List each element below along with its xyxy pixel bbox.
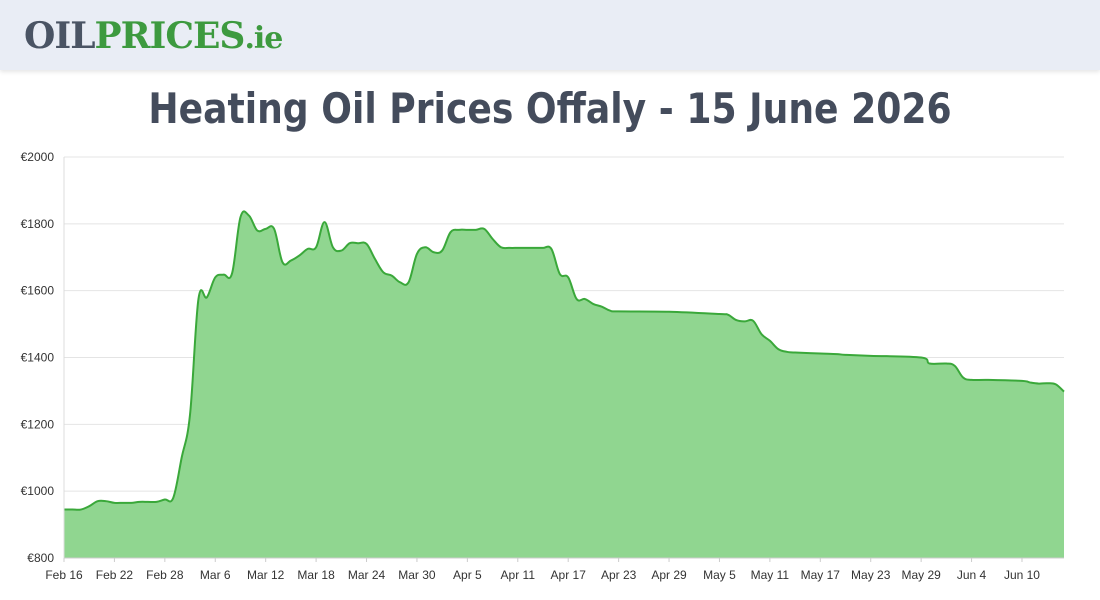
x-tick-label: Apr 17 [551,568,587,582]
x-tick-label: Mar 6 [200,568,231,582]
y-tick-label: €800 [27,551,54,565]
price-area-fill [64,211,1064,558]
x-tick-label: Jun 4 [957,568,987,582]
x-tick-label: Apr 5 [453,568,482,582]
y-tick-label: €2000 [21,150,55,164]
site-logo[interactable]: OILPRICES.ie [24,14,283,61]
x-tick-label: Apr 11 [501,568,536,582]
x-tick-label: Mar 30 [398,568,436,582]
x-tick-label: Feb 28 [146,568,184,582]
x-axis-ticks: Feb 16 Feb 22 Feb 28 Mar 6 Mar 12 Mar 18 Mar 2… [45,568,1040,582]
x-tick-label: Feb 16 [45,568,83,582]
site-header: OILPRICES.ie [0,0,1100,70]
logo-text-domain: .ie [244,21,283,56]
x-tick-label: Mar 12 [247,568,285,582]
x-tick-label: Apr 23 [601,568,637,582]
x-tick-label: May 5 [703,568,736,582]
x-tick-label: Jun 10 [1004,568,1040,582]
x-tick-label: Feb 22 [96,568,134,582]
y-tick-label: €1400 [21,351,55,365]
chart-series-area [64,210,1065,558]
y-tick-label: €1800 [21,217,55,231]
y-tick-label: €1200 [21,417,55,431]
y-tick-label: €1600 [21,284,55,298]
y-tick-label: €1000 [21,484,55,498]
x-tick-label: Mar 24 [348,568,386,582]
chart-axes [63,157,1064,562]
price-line [64,210,1065,511]
page-title: Heating Oil Prices Offaly - 15 June 2026 [148,84,952,133]
logo-text-oil: OIL [24,15,96,57]
logo-text-prices: PRICES [94,15,246,57]
x-tick-label: May 11 [751,568,790,582]
x-tick-label: Apr 29 [651,568,687,582]
x-tick-label: May 17 [801,568,841,582]
x-tick-label: May 29 [901,568,941,582]
x-tick-label: May 23 [851,568,891,582]
y-axis-ticks: €800 €1000 €1200 €1400 €1600 €1800 €2000 [21,150,55,565]
x-tick-label: Mar 18 [297,568,335,582]
